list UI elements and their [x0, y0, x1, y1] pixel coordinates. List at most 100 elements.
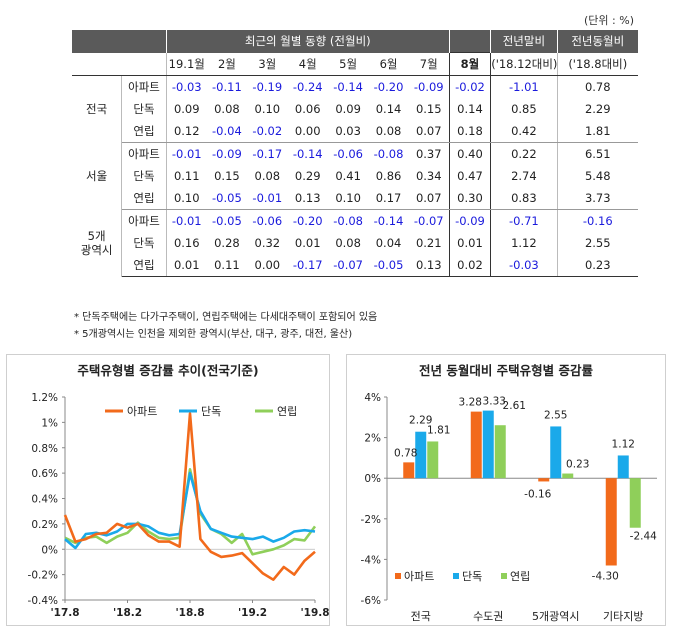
housing-type-label: 단독: [121, 98, 167, 120]
y-tick-label: 0.4%: [31, 494, 58, 506]
monthly-change-cell: 0.40: [448, 142, 492, 165]
monthly-change-cell: 0.11: [173, 169, 200, 183]
header-year-on-year: 전년동월비: [557, 30, 638, 53]
monthly-change-cell: -0.01: [247, 187, 288, 210]
region-label: 서울: [72, 142, 123, 210]
y-tick-label: 0%: [41, 544, 58, 556]
monthly-change-cell: 0.08: [214, 102, 240, 116]
monthly-change-cell: -0.14: [292, 147, 323, 161]
monthly-change-cell: -0.08: [333, 214, 363, 228]
monthly-change-cell: 0.09: [173, 102, 200, 116]
legend-label: 아파트: [404, 570, 434, 583]
housing-type-label: 아파트: [121, 209, 167, 232]
monthly-change-cell: 0.10: [166, 187, 207, 210]
monthly-change-cell: -0.24: [292, 80, 323, 94]
monthly-change-cell: -0.14: [333, 80, 363, 94]
table-row: 연립 0.12 -0.04 -0.02 0.00 0.03 0.08 0.07 0.18 0.42…: [72, 120, 638, 143]
bar-detached: [415, 431, 427, 479]
legend-label: 단독: [201, 405, 221, 418]
table-row: 서울 아파트 -0.01 -0.09 -0.17 -0.14 -0.06 -0.08 0.37 0…: [72, 142, 638, 210]
monthly-change-cell: 0.02: [448, 254, 492, 277]
month-header: 2월: [206, 52, 248, 76]
bar-chart-panel: 전년 동월대비 주택유형별 증감률 -6% -4% -2% 0% 2% 4% 전국 수도권 5개광…: [346, 354, 666, 626]
monthly-change-cell: 0.04: [375, 236, 402, 250]
table-row: 연립 0.10 -0.05 -0.01 0.13 0.10 0.17 0.07 0.30 0.83…: [72, 187, 638, 210]
monthly-change-cell: 0.11: [206, 254, 248, 277]
monthly-change-cell: -0.08: [373, 147, 404, 161]
year-on-year-change-cell: 6.51: [584, 147, 611, 161]
housing-type-label: 연립: [121, 120, 167, 143]
monthly-change-cell: -0.09: [212, 147, 242, 161]
housing-type-label: 아파트: [121, 142, 167, 165]
table-row: 단독 0.09 0.08 0.10 0.06 0.09 0.14 0.15 0.14 0.85 2.…: [72, 98, 638, 120]
subheader-blank: [72, 52, 167, 76]
monthly-change-cell: 0.32: [254, 236, 281, 250]
monthly-change-cell: 0.10: [327, 187, 369, 210]
year-end-change-cell: 2.74: [490, 165, 558, 187]
table-row: 5개 광역시 아파트 -0.01 -0.05 -0.06 -0.20 -0.08 -0.14 -0…: [72, 209, 638, 277]
monthly-change-cell: 0.08: [368, 120, 409, 143]
table-row: 단독 0.11 0.15 0.08 0.29 0.41 0.86 0.34 0.47 2.74 5.…: [72, 165, 638, 187]
monthly-change-cell: 0.29: [294, 169, 321, 183]
housing-type-label: 아파트: [121, 75, 167, 98]
housing-type-label: 단독: [121, 165, 167, 187]
monthly-change-cell: 0.00: [287, 120, 328, 143]
bar-apartment: [538, 478, 550, 482]
monthly-change-cell: 0.14: [448, 98, 492, 120]
bar-apartment: [470, 411, 482, 479]
monthly-change-cell: 0.08: [254, 169, 281, 183]
month-header: 7월: [408, 52, 450, 76]
header-year-end: 전년말비: [490, 30, 558, 53]
unit-label: (단위 : %): [584, 14, 634, 27]
data-label: 1.81: [427, 424, 450, 436]
data-label: 0.23: [566, 459, 589, 471]
monthly-change-cell: -0.07: [413, 214, 444, 228]
chart-title: 전년 동월대비 주택유형별 증감률: [419, 363, 594, 378]
monthly-change-cell: 0.10: [254, 102, 281, 116]
monthly-change-cell: 0.86: [375, 169, 402, 183]
x-tick-label: '19.8: [300, 607, 329, 619]
bar-detached: [482, 410, 494, 479]
monthly-change-cell: -0.20: [292, 214, 323, 228]
region-label-line: 광역시: [80, 243, 113, 257]
year-on-year-change-cell: 0.78: [584, 80, 611, 94]
y-tick-label: 2%: [364, 433, 381, 445]
monthly-change-cell: -0.19: [252, 80, 283, 94]
bar-row-house: [494, 425, 506, 479]
year-end-change-cell: 0.85: [490, 98, 558, 120]
line-chart-panel: 주택유형별 증감률 추이(전국기준) -0.4% -0.2% 0% 0.2% 0.4% 0.…: [6, 354, 330, 626]
monthly-change-cell: -0.05: [206, 187, 248, 210]
series-line-detached: [64, 471, 316, 550]
bar-detached: [550, 426, 562, 479]
year-end-change-cell: 0.42: [490, 120, 558, 143]
monthly-change-cell: 0.30: [448, 187, 492, 210]
monthly-change-cell: 0.18: [448, 120, 492, 143]
data-label: -2.44: [630, 531, 657, 543]
y-tick-label: 1%: [41, 417, 58, 429]
header-august: [449, 30, 492, 53]
x-tick-label: '18.2: [113, 607, 142, 619]
year-on-year-change-cell: -0.16: [582, 214, 613, 228]
monthly-change-cell: 0.47: [448, 165, 492, 187]
year-on-year-change-cell: 3.73: [557, 187, 638, 210]
footnote: * 단독주택에는 다가구주택이, 연립주택에는 다세대주택이 포함되어 있음: [74, 312, 378, 323]
year-on-year-change-cell: 5.48: [584, 169, 611, 183]
monthly-change-cell: 0.07: [408, 187, 450, 210]
year-on-year-change-cell: 0.23: [557, 254, 638, 277]
monthly-change-cell: 0.28: [214, 236, 240, 250]
data-label: 3.28: [459, 397, 482, 409]
monthly-change-cell: -0.02: [247, 120, 288, 143]
monthly-change-cell: 0.01: [448, 232, 492, 254]
table-row: 전국 아파트 -0.03 -0.11 -0.19 -0.24 -0.14 -0.20 -0.09…: [72, 75, 638, 143]
footnotes: * 단독주택에는 다가구주택이, 연립주택에는 다세대주택이 포함되어 있음 *…: [74, 309, 377, 343]
category-label: 기타지방: [603, 610, 643, 623]
header-monthly-trend: 최근의 월별 동향 (전월비): [166, 30, 450, 53]
monthly-change-cell: -0.09: [413, 80, 444, 94]
monthly-change-cell: 0.34: [415, 169, 442, 183]
monthly-change-cell: 0.15: [415, 102, 442, 116]
x-tick-label: '19.2: [238, 607, 267, 619]
monthly-change-cell: 0.06: [294, 102, 321, 116]
monthly-change-cell: -0.01: [171, 147, 202, 161]
category-label: 전국: [411, 610, 431, 623]
monthly-change-cell: 0.13: [287, 187, 328, 210]
